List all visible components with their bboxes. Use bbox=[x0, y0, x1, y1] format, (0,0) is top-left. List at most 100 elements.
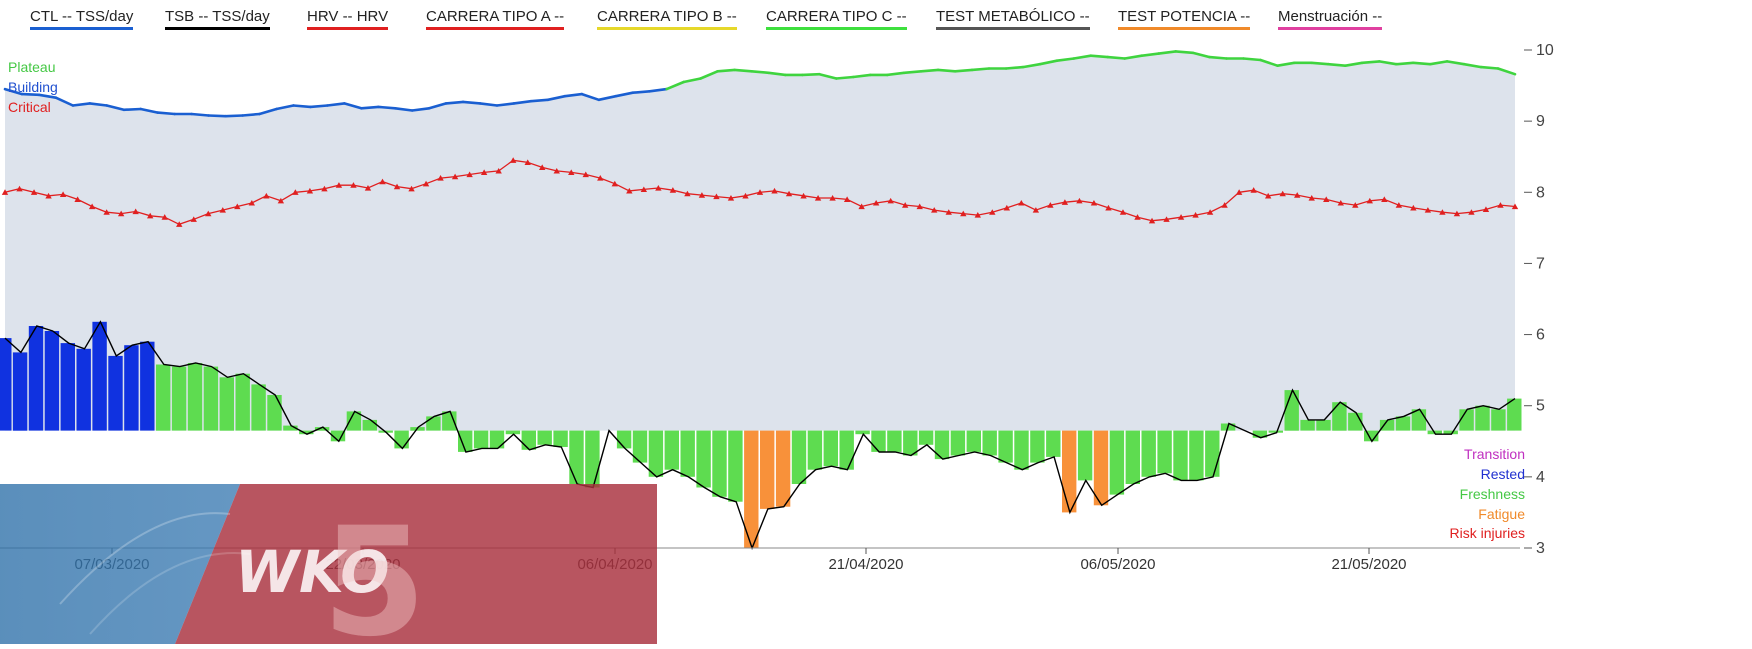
tsb-bar bbox=[235, 373, 250, 431]
tsb-bar bbox=[1316, 419, 1331, 431]
legend-item[interactable]: CARRERA TIPO B -- bbox=[597, 8, 737, 30]
chart-background bbox=[5, 51, 1515, 431]
hrv-point bbox=[321, 185, 328, 192]
legend-item[interactable]: HRV -- HRV bbox=[307, 8, 389, 30]
tsb-bar bbox=[1173, 430, 1188, 481]
tsb-bar bbox=[171, 366, 187, 431]
ctl-segment bbox=[139, 107, 159, 114]
legend-item[interactable]: CARRERA TIPO A -- bbox=[426, 8, 565, 30]
hrv-point bbox=[1511, 203, 1519, 210]
legend-item[interactable]: CARRERA TIPO C -- bbox=[766, 8, 907, 30]
ctl-segment bbox=[682, 77, 702, 84]
ctl-segment bbox=[1394, 61, 1415, 66]
legend-item[interactable]: Menstruación -- bbox=[1278, 8, 1383, 30]
ctl-segment bbox=[801, 72, 821, 77]
hrv-point bbox=[1410, 204, 1417, 211]
legend-item[interactable]: CTL -- TSS/day bbox=[30, 8, 134, 30]
ctl-segment bbox=[1004, 65, 1025, 70]
ctl-segment bbox=[1055, 57, 1076, 63]
tsb-bar bbox=[1189, 430, 1204, 481]
tsb-bar bbox=[1077, 430, 1093, 481]
hrv-point bbox=[1105, 204, 1112, 211]
hrv-point bbox=[1250, 187, 1257, 193]
ctl-segment bbox=[1344, 61, 1364, 67]
hrv-point bbox=[931, 207, 938, 213]
tsb-bar bbox=[28, 326, 44, 431]
tsb-bar bbox=[283, 425, 298, 431]
hrv-point bbox=[1003, 204, 1011, 211]
y-tick-label: 3 bbox=[1536, 540, 1545, 557]
hrv-point bbox=[466, 171, 473, 178]
zone-label-critical: Critical bbox=[8, 99, 51, 115]
ctl-segment bbox=[37, 93, 58, 99]
hrv-point bbox=[785, 190, 793, 197]
hrv-point bbox=[277, 197, 285, 204]
hrv-point bbox=[103, 209, 110, 215]
tsb-bar bbox=[966, 430, 981, 452]
hrv-point bbox=[1366, 197, 1374, 204]
ctl-segment bbox=[631, 90, 652, 94]
legend-item[interactable]: TEST METABÓLICO -- bbox=[936, 8, 1090, 30]
ctl-segment bbox=[1174, 50, 1194, 55]
zone-label-transition: Transition bbox=[1464, 446, 1525, 462]
ctl-segment bbox=[410, 107, 431, 112]
hrv-point bbox=[1279, 190, 1286, 197]
tsb-bar bbox=[1125, 430, 1140, 484]
hrv-point bbox=[1381, 196, 1388, 202]
tsb-bar bbox=[346, 411, 362, 431]
hrv-point bbox=[989, 209, 996, 215]
tsb-bar bbox=[1379, 419, 1395, 431]
tsb-bar bbox=[998, 430, 1013, 463]
tsb-bar bbox=[918, 430, 934, 445]
hrv-point bbox=[408, 185, 415, 192]
tsb-bar bbox=[362, 419, 377, 431]
ctl-segment bbox=[1021, 62, 1042, 69]
tsb-bar bbox=[1459, 409, 1474, 431]
hrv-point bbox=[1061, 199, 1069, 205]
y-tick-label: 4 bbox=[1536, 469, 1545, 486]
hrv-point bbox=[698, 192, 706, 198]
hrv-point bbox=[451, 173, 459, 180]
ctl-segment bbox=[970, 67, 991, 72]
tsb-bar bbox=[855, 430, 870, 435]
legend-item[interactable]: TEST POTENCIA -- bbox=[1118, 8, 1251, 30]
ctl-segment bbox=[851, 73, 872, 79]
hrv-point bbox=[611, 180, 619, 187]
tsb-bar bbox=[648, 430, 664, 477]
tsb-bar bbox=[934, 430, 950, 460]
ctl-segment bbox=[427, 102, 448, 110]
legend-item[interactable]: TSB -- TSS/day bbox=[165, 8, 270, 30]
hrv-point bbox=[597, 175, 604, 181]
hrv-point bbox=[669, 187, 677, 193]
ctl-segment bbox=[190, 112, 210, 117]
ctl-segment bbox=[699, 70, 719, 80]
background-area bbox=[5, 51, 1515, 431]
ctl-segment bbox=[597, 94, 618, 102]
hrv-point bbox=[263, 192, 270, 199]
hrv-point bbox=[1163, 216, 1170, 222]
tsb-bar bbox=[219, 377, 234, 431]
ctl-segment bbox=[1106, 55, 1127, 60]
hrv-point bbox=[146, 212, 154, 219]
hrv-point bbox=[1, 189, 9, 195]
tsb-bar bbox=[728, 430, 743, 502]
hrv-point bbox=[292, 189, 299, 195]
hrv-point bbox=[205, 210, 212, 217]
hrv-point bbox=[960, 210, 967, 217]
hrv-point bbox=[626, 187, 633, 194]
ctl-segment bbox=[733, 68, 753, 73]
tsb-bar bbox=[1014, 430, 1029, 470]
hrv-point bbox=[1235, 189, 1243, 195]
tsb-bar bbox=[839, 430, 854, 470]
ctl-segment bbox=[376, 105, 397, 110]
tsb-bar bbox=[267, 395, 282, 431]
tsb-bar bbox=[982, 430, 997, 456]
hrv-point bbox=[640, 186, 648, 193]
tsb-bar bbox=[1268, 430, 1283, 433]
hrv-point bbox=[1323, 196, 1330, 202]
tsb-bar bbox=[1205, 430, 1220, 477]
tsb-bar bbox=[696, 430, 711, 488]
tsb-bar bbox=[871, 430, 886, 452]
hrv-point bbox=[539, 164, 546, 170]
hrv-point bbox=[742, 192, 749, 199]
